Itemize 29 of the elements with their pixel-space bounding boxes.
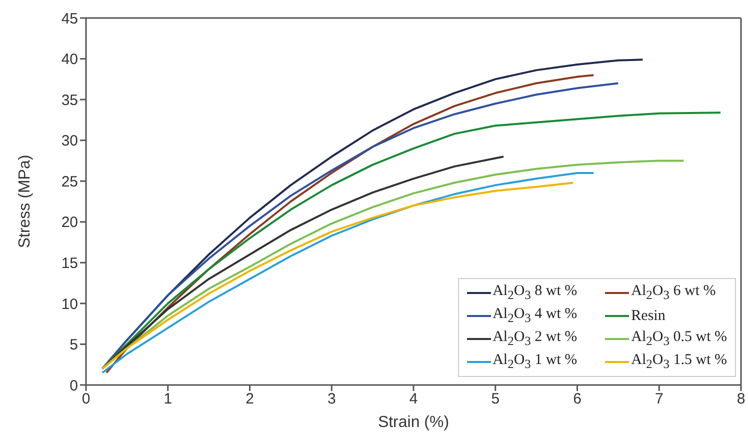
x-tick-label: 4 [409,390,418,408]
y-tick-label: 5 [70,336,78,354]
x-tick-label: 6 [573,390,582,408]
y-tick-label: 35 [61,92,78,109]
x-tick-label: 1 [164,390,172,408]
y-tick-label: 40 [61,51,78,68]
x-tick-label: 2 [246,390,254,408]
legend-label: Al$_{2}$O$_{3}$ 4 wt % [492,306,578,326]
x-tick-label: 3 [327,390,336,408]
y-tick-label: 15 [61,254,78,272]
legend-label: Resin [631,308,666,324]
x-tick-label: 8 [736,390,746,408]
y-tick-label: 20 [61,214,78,232]
x-tick-label: 7 [654,390,664,408]
legend-label: Al$_{2}$O$_{3}$ 6 wt % [631,283,716,303]
x-tick-label: 5 [491,390,500,408]
legend-label: Al$_{2}$O$_{3}$ 1.5 wt % [631,352,727,372]
legend-label: Al$_{2}$O$_{3}$ 0.5 wt % [631,329,727,349]
y-tick-label: 10 [61,296,78,313]
y-tick-label: 0 [70,377,78,394]
y-axis-title: Stress (MPa) [16,154,34,248]
legend-label: Al$_{2}$O$_{3}$ 8 wt % [492,283,578,303]
legend-label: Al$_{2}$O$_{3}$ 1 wt % [492,352,578,372]
legend-label: Al$_{2}$O$_{3}$ 2 wt % [492,329,578,349]
x-axis-title: Strain (%) [378,414,450,431]
x-tick-label: 0 [82,390,90,408]
y-tick-label: 30 [61,132,78,150]
y-tick-label: 25 [61,173,78,190]
y-tick-label: 45 [61,10,78,28]
